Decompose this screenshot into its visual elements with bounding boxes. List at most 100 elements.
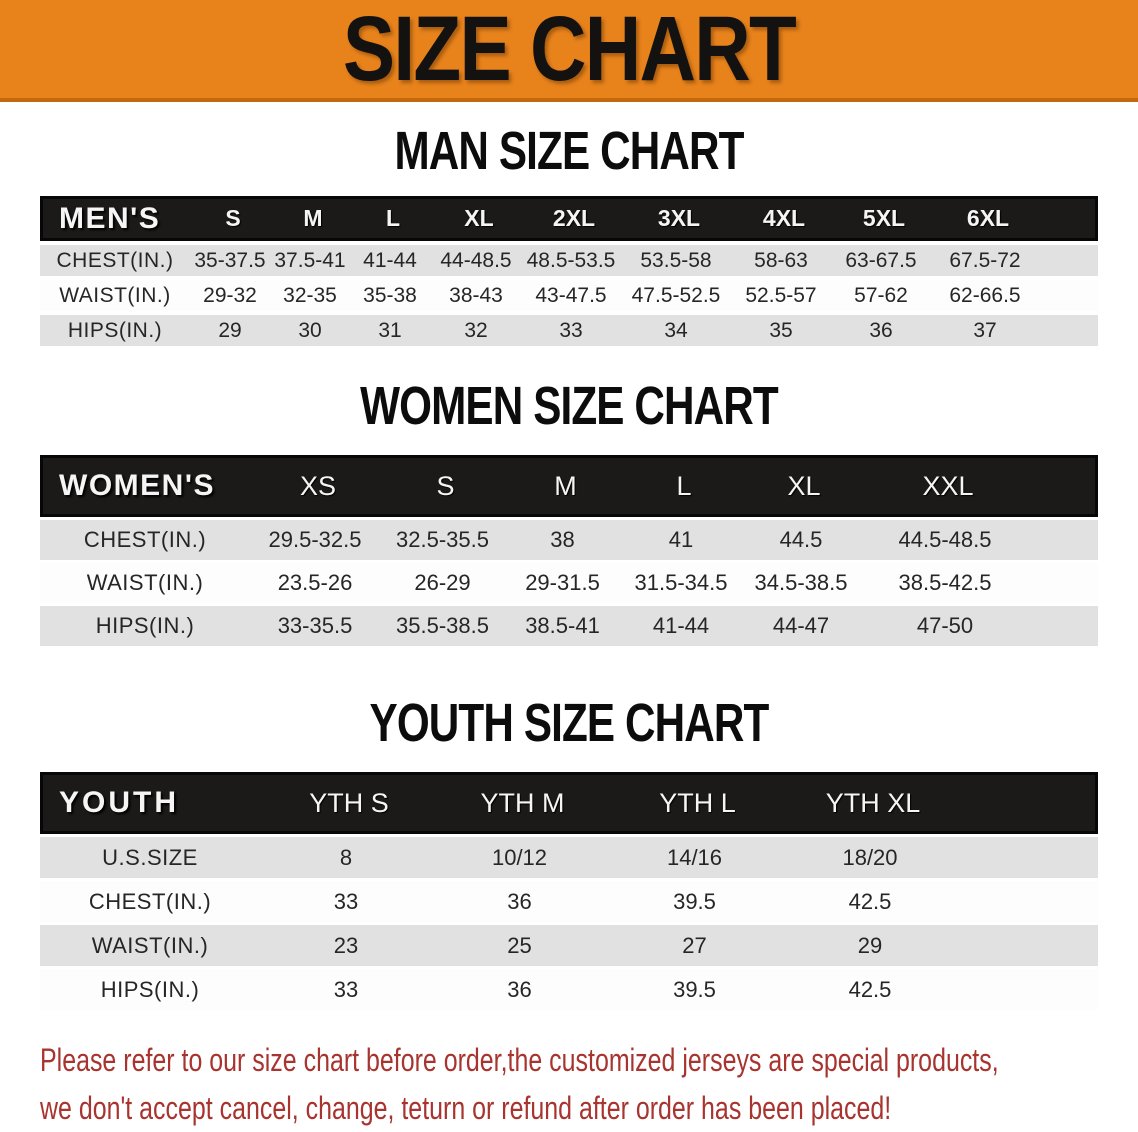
women-size-column-header: XL: [787, 470, 821, 501]
men-value-cell: 35-38: [363, 283, 417, 307]
youth-value-cell: 25: [507, 932, 532, 958]
youth-row-label: WAIST(IN.): [91, 932, 209, 958]
women-table-row: WAIST(IN.) 23.5-26 26-29 29-31.5 31.5-34.5 34…: [40, 563, 1098, 603]
men-value-cell: 63-67.5: [845, 248, 917, 272]
men-value-cell: 41-44: [363, 248, 417, 272]
women-section-heading: WOMEN SIZE CHART: [360, 376, 779, 437]
youth-value-cell: 42.5: [848, 888, 892, 914]
men-value-cell: 52.5-57: [745, 283, 817, 307]
men-value-cell: 44-48.5: [440, 248, 512, 272]
youth-row-label: CHEST(IN.): [88, 888, 212, 914]
youth-value-cell: 8: [339, 844, 353, 870]
youth-table-row: HIPS(IN.) 33 36 39.5 42.5: [40, 969, 1098, 1010]
youth-size-column-header: YTH XL: [825, 787, 921, 818]
youth-value-cell: 10/12: [491, 844, 548, 870]
women-value-cell: 38.5-42.5: [898, 570, 992, 595]
men-value-cell: 48.5-53.5: [526, 248, 616, 272]
men-value-cell: 53.5-58: [640, 248, 712, 272]
men-size-column-header: M: [303, 205, 323, 231]
men-value-cell: 37: [973, 318, 997, 342]
youth-value-cell: 33: [333, 888, 359, 914]
women-size-column-header: M: [554, 470, 577, 501]
youth-row-label: U.S.SIZE: [102, 844, 198, 870]
men-value-cell: 35: [769, 318, 793, 342]
youth-size-column-header: YTH S: [309, 787, 389, 818]
men-table-row: CHEST(IN.) 35-37.5 37.5-41 41-44 44-48.5 48.5…: [40, 245, 1098, 276]
men-row-label: WAIST(IN.): [59, 283, 171, 307]
men-row-label: HIPS(IN.): [67, 318, 163, 342]
women-size-column-header: XXL: [922, 470, 974, 501]
women-value-cell: 26-29: [414, 570, 471, 595]
men-row-label: CHEST(IN.): [56, 248, 174, 272]
women-value-cell: 35.5-38.5: [396, 613, 489, 638]
women-value-cell: 29.5-32.5: [268, 527, 362, 552]
men-table-row: WAIST(IN.) 29-32 32-35 35-38 38-43 43-47.5 47.…: [40, 280, 1098, 311]
women-value-cell: 34.5-38.5: [754, 570, 848, 595]
women-value-cell: 38.5-41: [525, 613, 600, 638]
women-value-cell: 44.5-48.5: [898, 527, 992, 552]
men-value-cell: 57-62: [854, 283, 908, 307]
youth-section-heading: YOUTH SIZE CHART: [369, 693, 770, 754]
men-value-cell: 29: [218, 318, 242, 342]
youth-value-cell: 39.5: [673, 976, 716, 1002]
men-value-cell: 67.5-72: [949, 248, 1021, 272]
men-value-cell: 47.5-52.5: [631, 283, 721, 307]
women-value-cell: 44.5: [779, 527, 823, 552]
women-size-table: WOMEN'S XS S M L XL XXL CHEST(IN.) 29.5-32.5 32.5…: [40, 455, 1098, 646]
youth-table-header: YOUTH YTH S YTH M YTH L YTH XL: [40, 772, 1098, 834]
men-size-column-header: L: [385, 205, 401, 231]
men-section-heading: MAN SIZE CHART: [394, 121, 744, 182]
women-value-cell: 29-31.5: [525, 570, 600, 595]
men-size-column-header: 2XL: [552, 205, 596, 231]
youth-size-table: YOUTH YTH S YTH M YTH L YTH XL U.S.SIZE 8 10/12…: [40, 772, 1098, 1010]
men-value-cell: 29-32: [203, 283, 257, 307]
men-value-cell: 33: [559, 318, 583, 342]
women-row-label: HIPS(IN.): [95, 613, 195, 638]
youth-value-cell: 33: [333, 976, 359, 1002]
men-table-title: MEN'S: [59, 201, 161, 235]
women-table-header: WOMEN'S XS S M L XL XXL: [40, 455, 1098, 517]
youth-value-cell: 14/16: [666, 844, 723, 870]
men-value-cell: 38-43: [449, 283, 503, 307]
women-value-cell: 41-44: [652, 613, 710, 638]
women-value-cell: 32.5-35.5: [396, 527, 489, 552]
men-table-header: MEN'S S M L XL 2XL 3XL 4XL 5XL 6XL: [40, 196, 1098, 241]
youth-value-cell: 39.5: [673, 888, 716, 914]
youth-value-cell: 18/20: [842, 844, 898, 870]
women-value-cell: 44-47: [772, 613, 830, 638]
youth-value-cell: 36: [507, 888, 532, 914]
youth-table-title: YOUTH: [59, 786, 179, 819]
men-value-cell: 35-37.5: [194, 248, 266, 272]
men-size-column-header: 6XL: [966, 205, 1010, 231]
men-value-cell: 32: [464, 318, 488, 342]
banner: SIZE CHART: [0, 0, 1138, 102]
women-size-column-header: L: [676, 470, 692, 501]
men-value-cell: 62-66.5: [949, 283, 1021, 307]
women-table-title: WOMEN'S: [59, 469, 215, 502]
men-size-column-header: 5XL: [862, 205, 906, 231]
women-row-label: CHEST(IN.): [83, 527, 207, 552]
youth-value-cell: 23: [333, 932, 359, 958]
youth-value-cell: 42.5: [848, 976, 892, 1002]
disclaimer: Please refer to our size chart before or…: [40, 1036, 1138, 1132]
youth-value-cell: 36: [507, 976, 532, 1002]
men-value-cell: 34: [664, 318, 688, 342]
women-value-cell: 41: [668, 527, 694, 552]
youth-size-column-header: YTH M: [480, 787, 565, 818]
youth-table-row: CHEST(IN.) 33 36 39.5 42.5: [40, 881, 1098, 922]
men-value-cell: 58-63: [754, 248, 808, 272]
men-value-cell: 30: [298, 318, 322, 342]
women-size-column-header: XS: [299, 470, 337, 501]
youth-value-cell: 27: [682, 932, 707, 958]
men-size-table: MEN'S S M L XL 2XL 3XL 4XL 5XL 6XL CHEST(IN.) 35-37…: [40, 196, 1098, 346]
disclaimer-line-2: we don't accept cancel, change, teturn o…: [40, 1090, 892, 1126]
banner-title: SIZE CHART: [342, 0, 797, 100]
women-size-column-header: S: [436, 470, 455, 501]
men-value-cell: 31: [378, 318, 402, 342]
youth-value-cell: 29: [857, 932, 883, 958]
men-table-row: HIPS(IN.) 29 30 31 32 33 34 35 36 37: [40, 315, 1098, 346]
women-table-row: CHEST(IN.) 29.5-32.5 32.5-35.5 38 41 44.5 44.5…: [40, 520, 1098, 560]
women-value-cell: 38: [550, 527, 575, 552]
men-value-cell: 36: [869, 318, 893, 342]
